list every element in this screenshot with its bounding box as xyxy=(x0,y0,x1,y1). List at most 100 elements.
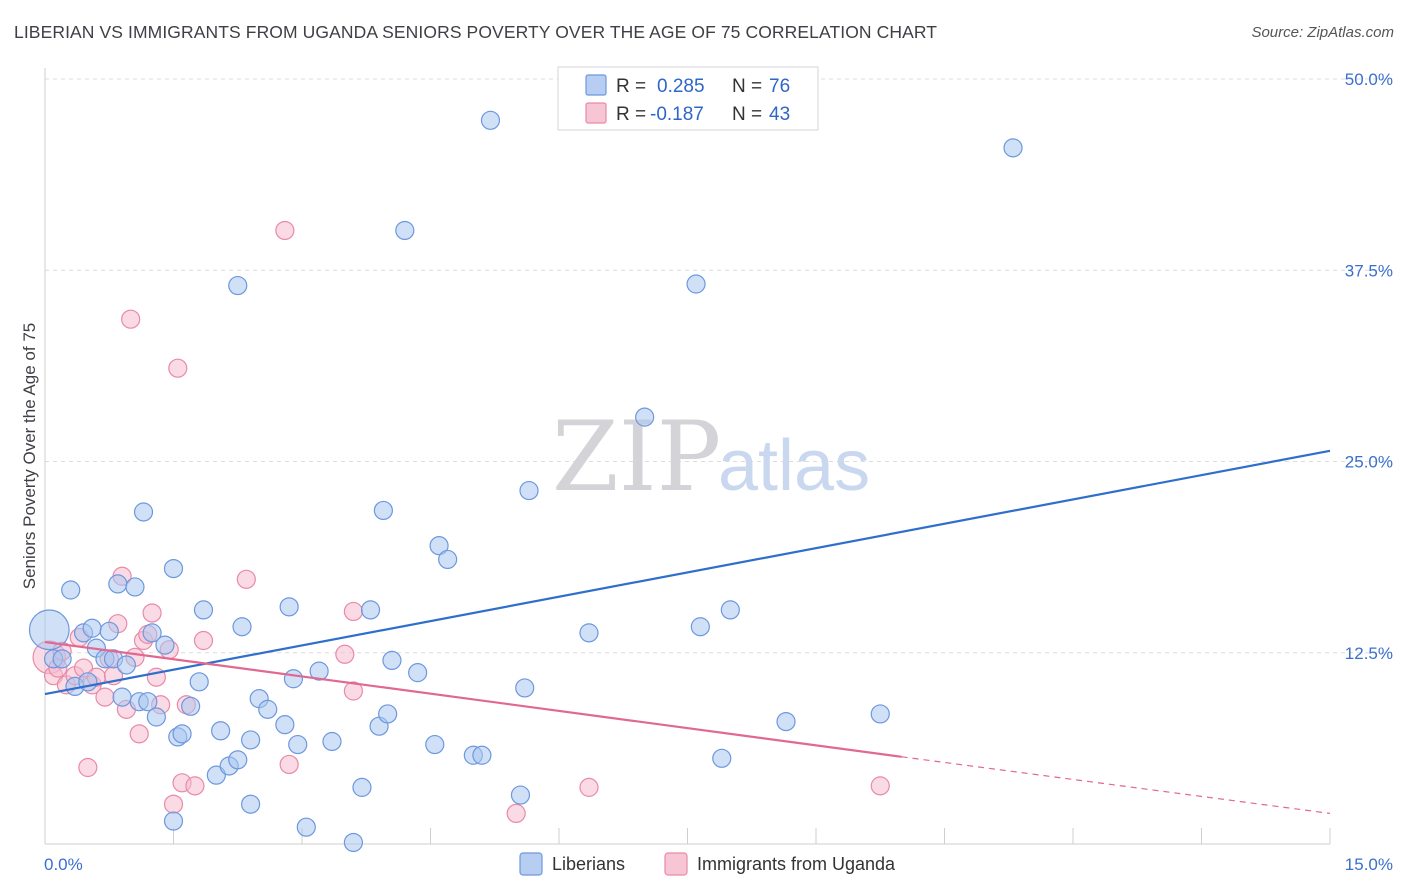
liberian-point xyxy=(211,721,231,741)
legend-n-value-liberians: 76 xyxy=(769,76,790,97)
liberian-point xyxy=(189,672,209,692)
y-axis-label: Seniors Poverty Over the Age of 75 xyxy=(20,323,39,589)
liberian-point xyxy=(61,580,81,600)
liberian-point xyxy=(275,715,295,735)
y-tick-label: 37.5% xyxy=(1345,261,1393,280)
liberian-point xyxy=(258,699,278,719)
liberian-point xyxy=(228,750,248,770)
uganda-point xyxy=(142,603,162,623)
liberian-point xyxy=(352,777,372,797)
legend-r-value-uganda: -0.187 xyxy=(650,104,704,125)
liberian-point xyxy=(309,661,329,681)
liberian-point xyxy=(52,649,72,669)
uganda-point xyxy=(279,754,299,775)
uganda-point xyxy=(185,776,205,796)
uganda-point xyxy=(275,220,295,241)
liberian-point xyxy=(228,275,248,296)
stats-legend: R = 0.285 N = 76 R = -0.187 N = 43 xyxy=(557,66,819,131)
legend-r-value-liberians: 0.285 xyxy=(657,76,705,97)
liberian-point xyxy=(288,734,308,755)
series-legend-label-uganda: Immigrants from Uganda xyxy=(697,854,896,874)
series-legend-swatch-liberians xyxy=(519,852,543,876)
legend-n-label-uganda: N = xyxy=(732,104,762,125)
legend-r-label-liberians: R = xyxy=(616,76,646,97)
liberian-point xyxy=(138,692,158,712)
liberian-point xyxy=(116,655,136,675)
liberian-point xyxy=(635,407,655,427)
uganda-point xyxy=(78,757,98,778)
y-tick-label: 50.0% xyxy=(1345,70,1393,89)
legend-r-label-uganda: R = xyxy=(616,104,646,125)
x-tick-label: 15.0% xyxy=(1345,855,1393,874)
liberian-point xyxy=(720,600,740,620)
uganda-point xyxy=(335,644,355,664)
y-tick-label: 25.0% xyxy=(1345,453,1393,472)
uganda-point xyxy=(95,687,115,707)
liberian-point xyxy=(1003,138,1023,158)
uganda-point xyxy=(870,776,890,796)
uganda-point xyxy=(121,309,141,329)
uganda-point xyxy=(343,601,363,622)
uganda-point xyxy=(163,794,184,814)
liberian-point xyxy=(425,734,445,755)
series-legend: Liberians Immigrants from Uganda xyxy=(519,852,896,876)
uganda-trend-extension xyxy=(901,756,1331,814)
uganda-point xyxy=(579,777,599,797)
legend-swatch-liberians xyxy=(585,74,607,96)
liberian-point xyxy=(472,745,492,765)
liberian-point xyxy=(279,597,299,617)
liberian-point xyxy=(108,574,128,594)
data-points xyxy=(28,110,1023,853)
axes: 12.5% 25.0% 37.5% 50.0% 0.0% 15.0% xyxy=(44,68,1393,874)
liberian-point xyxy=(776,711,796,732)
liberian-point xyxy=(142,623,162,643)
liberian-point xyxy=(232,617,252,637)
uganda-point xyxy=(168,358,188,378)
liberian-point xyxy=(579,623,599,643)
liberian-point xyxy=(343,832,363,853)
y-tick-label: 12.5% xyxy=(1345,644,1393,663)
liberian-point xyxy=(146,707,166,727)
liberian-point xyxy=(241,730,261,750)
watermark: ZIP atlas xyxy=(552,401,870,513)
chart-title: LIBERIAN VS IMMIGRANTS FROM UGANDA SENIO… xyxy=(14,22,938,42)
uganda-point xyxy=(129,724,149,744)
liberian-point xyxy=(112,687,132,707)
liberians-trend-line xyxy=(44,449,1331,696)
liberian-point xyxy=(686,274,706,294)
liberian-point xyxy=(373,500,393,521)
liberian-point xyxy=(283,669,304,689)
liberian-point xyxy=(870,704,890,724)
uganda-point xyxy=(236,569,256,589)
watermark-atlas: atlas xyxy=(718,426,870,506)
uganda-point xyxy=(193,630,214,651)
x-tick-label: 0.0% xyxy=(44,855,83,874)
liberian-point xyxy=(690,617,710,637)
liberian-point xyxy=(241,794,261,814)
liberian-point xyxy=(82,618,102,638)
liberian-point xyxy=(28,609,70,651)
liberian-point xyxy=(360,600,381,620)
uganda-point xyxy=(343,681,363,701)
source-label: Source: ZipAtlas.com xyxy=(1251,24,1394,41)
series-legend-swatch-uganda xyxy=(664,852,688,876)
liberian-point xyxy=(193,600,214,620)
liberian-point xyxy=(378,704,398,724)
legend-swatch-uganda xyxy=(585,102,607,124)
liberian-point xyxy=(181,696,201,716)
liberian-point xyxy=(163,811,184,831)
liberian-point xyxy=(712,748,732,768)
liberian-point xyxy=(510,785,531,805)
liberian-point xyxy=(408,663,428,683)
liberian-point xyxy=(438,549,458,570)
liberian-point xyxy=(429,536,449,556)
liberian-point xyxy=(515,678,535,698)
liberian-point xyxy=(395,220,415,241)
liberian-point xyxy=(480,110,501,130)
liberian-point xyxy=(133,502,154,522)
legend-n-value-uganda: 43 xyxy=(769,104,790,125)
uganda-trend-line xyxy=(44,640,902,758)
liberian-point xyxy=(155,635,175,655)
liberian-point xyxy=(125,577,145,597)
